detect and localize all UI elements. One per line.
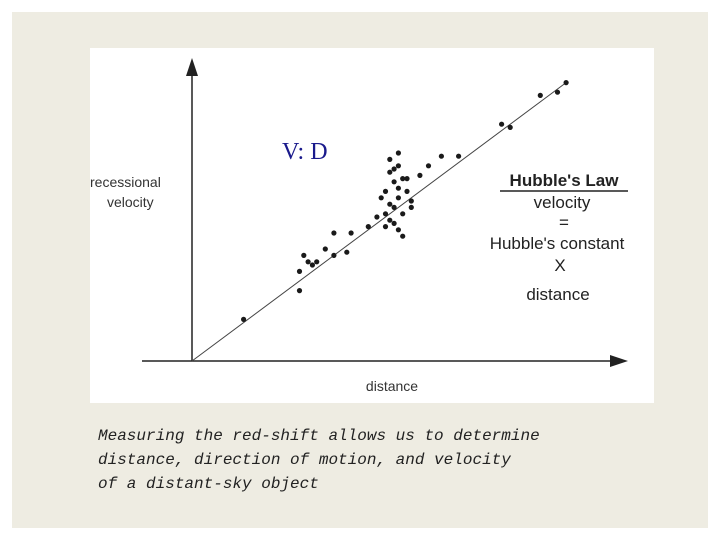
- data-point-31: [395, 163, 401, 169]
- law-line-times: X: [554, 256, 565, 275]
- xlabel: distance: [366, 378, 418, 394]
- data-point-10: [331, 230, 337, 236]
- data-point-18: [382, 224, 389, 230]
- trendline: [191, 82, 567, 362]
- data-point-41: [438, 153, 444, 159]
- ylabel-line-1: recessional: [90, 174, 161, 190]
- law-line-distance: distance: [526, 285, 589, 304]
- data-point-28: [395, 195, 401, 201]
- data-point-9: [331, 252, 337, 258]
- slide-background: recessional velocity distance V: D Hubbl…: [12, 12, 708, 528]
- data-point-32: [400, 176, 406, 182]
- data-point-5: [305, 259, 311, 265]
- data-point-34: [400, 233, 406, 239]
- data-point-43: [499, 121, 505, 127]
- caption-line-2: distance, direction of motion, and veloc…: [98, 451, 511, 469]
- axes: [142, 58, 628, 367]
- x-axis-arrow: [610, 355, 628, 367]
- data-point-6: [309, 262, 315, 268]
- data-point-37: [408, 198, 414, 204]
- data-point-29: [395, 150, 401, 156]
- data-point-44: [507, 124, 513, 130]
- ylabel-line-2: velocity: [107, 194, 154, 210]
- data-point-24: [391, 166, 397, 172]
- data-point-42: [456, 153, 462, 159]
- hubble-figure: recessional velocity distance V: D Hubbl…: [90, 48, 654, 403]
- law-title: Hubble's Law: [510, 171, 620, 190]
- data-point-38: [408, 204, 414, 210]
- data-point-17: [382, 188, 389, 194]
- data-point-2: [296, 288, 303, 294]
- data-point-47: [563, 80, 569, 86]
- data-point-7: [314, 259, 320, 265]
- y-axis-arrow: [186, 58, 198, 76]
- data-point-36: [404, 188, 410, 194]
- data-point-15: [378, 195, 384, 201]
- data-point-16: [382, 211, 389, 217]
- data-point-3: [296, 268, 303, 274]
- law-line-constant: Hubble's constant: [490, 234, 625, 253]
- data-point-27: [395, 185, 401, 191]
- caption: Measuring the red-shift allows us to det…: [98, 424, 698, 496]
- data-point-26: [391, 220, 397, 226]
- data-point-35: [404, 176, 410, 182]
- data-point-23: [391, 179, 397, 185]
- data-point-8: [322, 246, 328, 252]
- data-point-1: [241, 316, 247, 322]
- caption-line-1: Measuring the red-shift allows us to det…: [98, 427, 540, 445]
- law-line-velocity: velocity: [534, 193, 591, 212]
- data-point-14: [374, 214, 380, 220]
- data-point-25: [391, 204, 397, 210]
- data-point-20: [387, 169, 393, 175]
- data-point-12: [348, 230, 354, 236]
- caption-line-3: of a distant-sky object: [98, 475, 319, 493]
- data-point-19: [387, 201, 393, 207]
- ratio-title: V: D: [282, 139, 328, 165]
- data-points: [241, 80, 569, 322]
- data-point-21: [387, 156, 393, 162]
- data-point-11: [344, 249, 350, 255]
- data-point-13: [365, 224, 371, 230]
- data-point-45: [537, 92, 543, 98]
- data-point-46: [554, 89, 561, 95]
- data-point-30: [395, 227, 401, 233]
- data-point-4: [301, 252, 307, 258]
- law-line-equals: =: [559, 213, 569, 232]
- data-point-40: [425, 163, 432, 169]
- hubble-scatter-plot: recessional velocity distance V: D Hubbl…: [90, 58, 628, 394]
- data-point-22: [387, 217, 393, 223]
- data-point-39: [417, 172, 423, 178]
- data-point-33: [400, 211, 406, 217]
